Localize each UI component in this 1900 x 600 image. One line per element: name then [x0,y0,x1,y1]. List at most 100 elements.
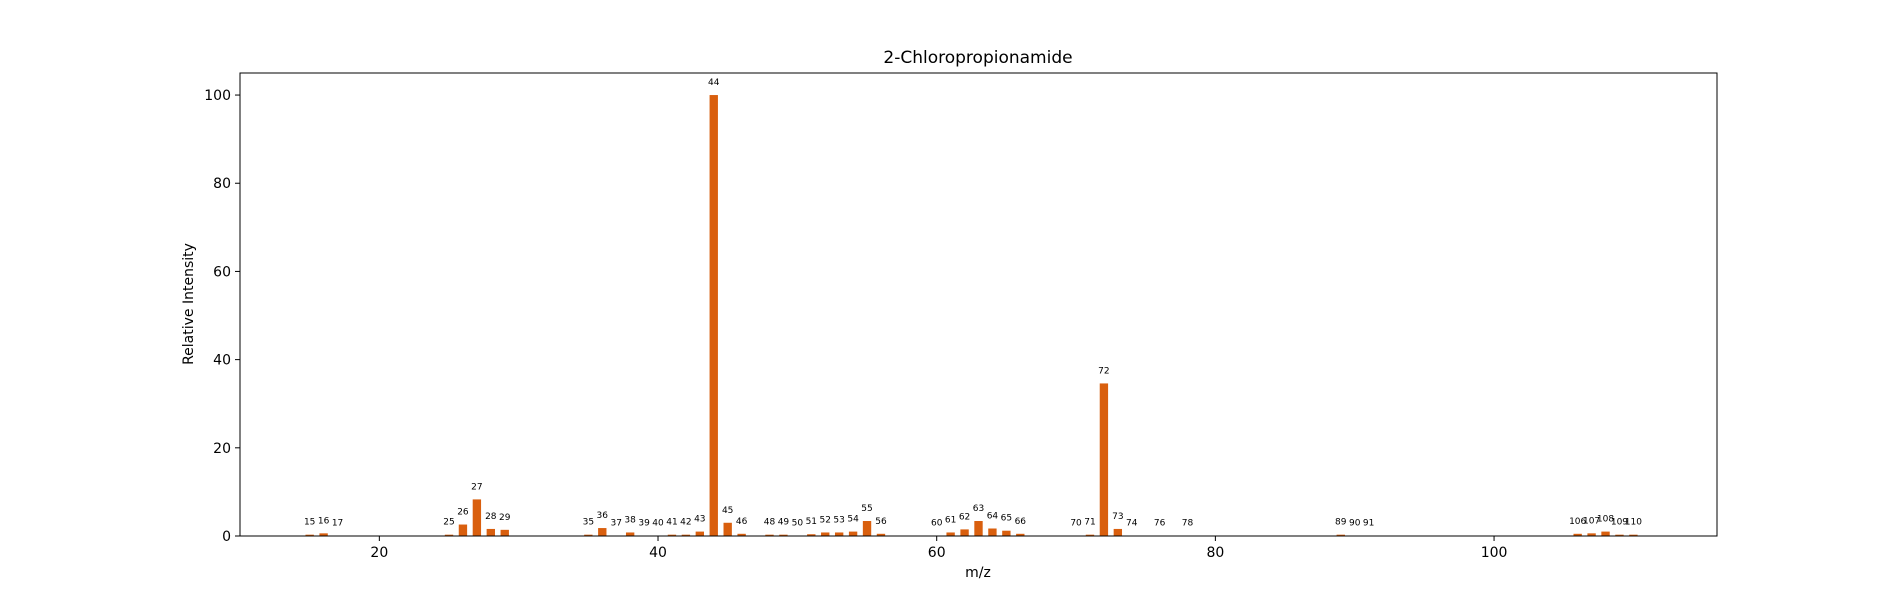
bar-mz-64 [988,528,997,536]
bar-mz-61 [946,532,955,536]
bar-mz-73 [1113,528,1123,536]
data-label-mz-91: 91 [1363,519,1374,529]
data-label-mz-65: 65 [1001,514,1012,524]
x-axis-title: m/z [965,565,991,581]
bar-mz-65 [1002,530,1011,536]
bar-mz-48 [765,534,774,536]
x-tick-label: 60 [928,545,946,561]
bar-mz-62 [960,529,969,536]
chart-title: 2-Chloropropionamide [883,48,1072,68]
plot-frame [239,72,1718,537]
bars-layer [305,95,1638,537]
data-label-mz-48: 48 [764,518,776,528]
data-label-mz-26: 26 [457,508,469,518]
bar-mz-71 [1085,534,1095,536]
data-label-mz-72: 72 [1098,366,1109,376]
y-tick-label: 60 [213,264,231,280]
bar-mz-72 [1099,383,1109,536]
bar-mz-45 [723,522,732,536]
data-label-mz-76: 76 [1154,519,1166,529]
x-tick-label: 80 [1206,545,1224,561]
bar-mz-53 [834,532,844,536]
data-label-mz-17: 17 [332,519,343,529]
data-label-mz-28: 28 [485,512,497,522]
bar-mz-63 [974,521,983,536]
bar-mz-51 [807,534,816,536]
data-label-mz-52: 52 [820,515,831,525]
data-label-mz-38: 38 [624,515,636,525]
bar-mz-107 [1587,533,1596,536]
data-label-mz-15: 15 [304,518,315,528]
bar-mz-49 [779,534,788,536]
data-label-mz-56: 56 [875,517,887,527]
bar-mz-25 [444,534,454,536]
bar-mz-54 [848,531,858,536]
bar-mz-43 [695,531,704,536]
y-tick-label: 20 [213,441,231,457]
data-label-mz-40: 40 [652,519,664,529]
y-tick-label: 80 [213,176,231,192]
x-tick-label: 100 [1481,545,1508,561]
data-label-mz-16: 16 [318,516,330,526]
data-label-mz-54: 54 [847,515,859,525]
data-label-mz-46: 46 [736,517,748,527]
data-label-mz-43: 43 [694,515,705,525]
bar-mz-55 [862,521,872,536]
bar-mz-106 [1573,533,1582,536]
bar-mz-41 [667,534,677,536]
data-label-mz-51: 51 [806,517,817,527]
data-label-mz-61: 61 [945,515,956,525]
bar-mz-108 [1601,531,1610,536]
bar-mz-36 [598,528,607,536]
data-label-mz-71: 71 [1084,518,1095,528]
y-tick-label: 100 [204,88,231,104]
bar-mz-28 [486,528,495,536]
data-label-mz-45: 45 [722,506,733,516]
data-label-mz-110: 110 [1625,518,1642,528]
data-label-mz-89: 89 [1335,518,1347,528]
data-label-mz-44: 44 [708,78,720,88]
data-label-mz-35: 35 [583,518,594,528]
data-label-mz-90: 90 [1349,519,1361,529]
bar-mz-42 [681,534,691,536]
x-tick-label: 40 [649,545,667,561]
data-label-mz-42: 42 [680,518,691,528]
data-label-mz-37: 37 [610,519,621,529]
y-axis-title: Relative Intensity [181,243,197,365]
data-label-mz-70: 70 [1070,519,1082,529]
bar-mz-109 [1615,534,1624,536]
data-label-mz-50: 50 [792,519,804,529]
y-tick-label: 0 [222,529,231,545]
data-label-mz-53: 53 [833,515,844,525]
bar-mz-44 [709,95,718,537]
bar-mz-16 [319,533,328,536]
bar-mz-29 [500,529,509,536]
data-label-mz-63: 63 [973,504,984,514]
y-axis: 0 20 40 60 80 100 [204,88,240,545]
data-label-mz-27: 27 [471,482,482,492]
data-label-mz-109: 109 [1611,518,1628,528]
data-label-mz-25: 25 [443,518,454,528]
bar-mz-52 [821,532,830,536]
bar-mz-110 [1629,534,1638,536]
data-label-mz-64: 64 [987,512,999,522]
bar-mz-56 [876,533,886,536]
bar-mz-15 [305,534,314,536]
data-label-mz-55: 55 [861,504,872,514]
data-label-mz-108: 108 [1597,515,1614,525]
data-label-mz-60: 60 [931,519,943,529]
bar-mz-27 [472,499,482,536]
bar-mz-66 [1016,533,1025,536]
data-label-mz-73: 73 [1112,512,1123,522]
data-label-mz-106: 106 [1569,517,1586,527]
data-label-mz-66: 66 [1015,517,1027,527]
bar-mz-38 [625,532,635,536]
data-label-mz-74: 74 [1126,519,1138,529]
data-label-mz-36: 36 [597,511,609,521]
data-label-mz-49: 49 [778,518,790,528]
x-axis: 20 40 60 80 100 [370,536,1507,561]
x-tick-label: 20 [370,545,388,561]
